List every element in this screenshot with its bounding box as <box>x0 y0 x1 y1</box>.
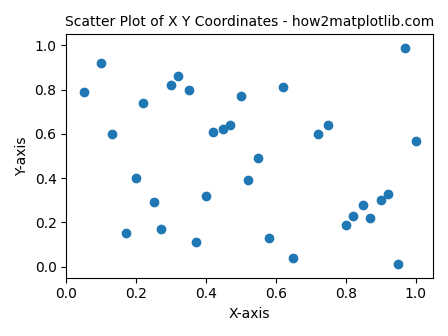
Point <box>98 60 105 66</box>
Point <box>139 100 146 106</box>
Title: Scatter Plot of X Y Coordinates - how2matplotlib.com: Scatter Plot of X Y Coordinates - how2ma… <box>65 15 434 29</box>
Point <box>168 83 175 88</box>
Point <box>80 89 87 94</box>
Point <box>279 85 286 90</box>
Point <box>108 131 115 137</box>
Point <box>237 94 245 99</box>
Point <box>209 129 216 134</box>
Point <box>360 202 367 207</box>
Y-axis label: Y-axis: Y-axis <box>15 136 29 176</box>
Point <box>192 240 199 245</box>
Point <box>325 122 332 128</box>
Point <box>366 215 374 221</box>
Point <box>122 231 129 236</box>
Point <box>202 193 210 199</box>
Point <box>244 178 251 183</box>
Point <box>384 191 391 196</box>
Point <box>349 213 356 218</box>
Point <box>185 87 192 92</box>
Point <box>401 45 409 50</box>
Point <box>290 255 297 260</box>
Point <box>150 200 157 205</box>
Point <box>174 74 181 79</box>
Point <box>412 138 419 143</box>
Point <box>314 131 321 137</box>
Point <box>220 127 227 132</box>
Point <box>255 156 262 161</box>
Point <box>395 262 402 267</box>
Point <box>265 235 272 241</box>
Point <box>157 226 164 232</box>
Point <box>377 198 384 203</box>
Point <box>133 175 140 181</box>
X-axis label: X-axis: X-axis <box>229 307 271 321</box>
Point <box>227 122 234 128</box>
Point <box>342 222 349 227</box>
